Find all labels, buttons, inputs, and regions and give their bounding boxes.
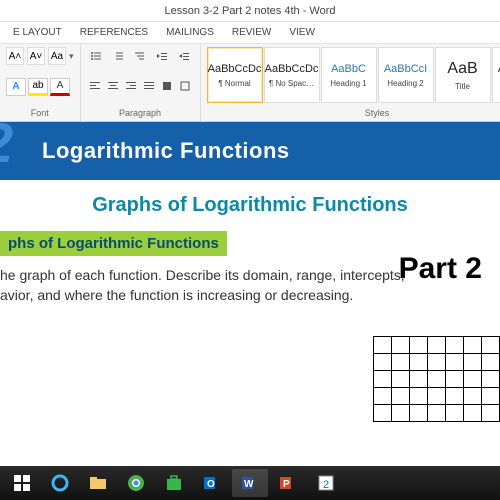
ribbon-group-styles: AaBbCcDc¶ NormalAaBbCcDc¶ No Spac…AaBbCH… [201, 44, 500, 121]
grow-font-button[interactable]: A˄ [6, 47, 24, 65]
paragraph-group-label: Paragraph [87, 108, 194, 118]
text-effects-button[interactable]: A [6, 78, 26, 96]
lesson-banner: 2 Logarithmic Functions [0, 122, 500, 180]
borders-button[interactable] [177, 77, 193, 95]
grid-table [373, 336, 500, 422]
taskbar: O W P 2 [0, 466, 500, 500]
bullets-button[interactable] [87, 47, 107, 65]
banner-title: Logarithmic Functions [42, 138, 290, 164]
styles-gallery: AaBbCcDc¶ NormalAaBbCcDc¶ No Spac…AaBbCH… [207, 47, 500, 103]
subtitle: Graphs of Logarithmic Functions [0, 194, 500, 217]
start-button[interactable] [4, 469, 40, 497]
tab-mailings[interactable]: MAILINGS [157, 27, 223, 38]
ribbon-tabs: E LAYOUT REFERENCES MAILINGS REVIEW VIEW [0, 22, 500, 44]
font-color-button[interactable]: A [50, 78, 70, 96]
style---normal[interactable]: AaBbCcDc¶ Normal [207, 47, 263, 103]
window-title: Lesson 3-2 Part 2 notes 4th - Word [165, 5, 336, 17]
font-row-1: A˄ A˅ Aa ▾ [6, 47, 74, 65]
explorer-button[interactable] [80, 469, 116, 497]
font-row-2: A ab A [6, 78, 74, 96]
multilevel-button[interactable] [130, 47, 150, 65]
ribbon-group-paragraph: Paragraph [81, 44, 201, 121]
svg-text:W: W [244, 479, 254, 490]
align-left-button[interactable] [87, 77, 103, 95]
part-label: Part 2 [399, 252, 482, 286]
highlight-button[interactable]: ab [28, 78, 48, 96]
decrease-indent-button[interactable] [152, 47, 172, 65]
tab-review[interactable]: REVIEW [223, 27, 280, 38]
change-case-button[interactable]: Aa [48, 47, 66, 65]
chapter-number: 2 [0, 122, 13, 175]
style-heading-1[interactable]: AaBbCHeading 1 [321, 47, 377, 103]
para-row-1 [87, 47, 194, 65]
notification-icon[interactable]: 2 [308, 469, 344, 497]
tab-layout[interactable]: E LAYOUT [4, 27, 71, 38]
chrome-button[interactable] [118, 469, 154, 497]
ie-button[interactable] [42, 469, 78, 497]
style---no-spac-[interactable]: AaBbCcDc¶ No Spac… [264, 47, 320, 103]
numbering-button[interactable] [108, 47, 128, 65]
style-subtitl[interactable]: AaBbCcISubtitl [492, 47, 500, 103]
powerpoint-button[interactable]: P [270, 469, 306, 497]
word-button[interactable]: W [232, 469, 268, 497]
font-dropdown-icon[interactable]: ▾ [69, 51, 74, 62]
svg-text:O: O [207, 479, 215, 490]
increase-indent-button[interactable] [174, 47, 194, 65]
align-center-button[interactable] [105, 77, 121, 95]
align-right-button[interactable] [123, 77, 139, 95]
tab-references[interactable]: REFERENCES [71, 27, 157, 38]
document-area[interactable]: 2 Logarithmic Functions Part 2 Graphs of… [0, 122, 500, 466]
font-group-label: Font [6, 108, 74, 118]
para-row-2 [87, 77, 194, 95]
ribbon: A˄ A˅ Aa ▾ A ab A Font Paragraph [0, 44, 500, 122]
ribbon-group-font: A˄ A˅ Aa ▾ A ab A Font [0, 44, 81, 121]
body-line-2: avior, and where the function is increas… [0, 286, 488, 306]
tab-view[interactable]: VIEW [280, 27, 324, 38]
window-titlebar: Lesson 3-2 Part 2 notes 4th - Word [0, 0, 500, 22]
store-button[interactable] [156, 469, 192, 497]
svg-text:2: 2 [323, 479, 329, 491]
outlook-button[interactable]: O [194, 469, 230, 497]
shading-button[interactable] [159, 77, 175, 95]
style-title[interactable]: AaBTitle [435, 47, 491, 103]
section-header: phs of Logarithmic Functions [0, 231, 227, 256]
style-heading-2[interactable]: AaBbCcIHeading 2 [378, 47, 434, 103]
styles-group-label: Styles [207, 108, 500, 118]
svg-text:P: P [283, 479, 290, 490]
graph-grid [373, 336, 500, 422]
justify-button[interactable] [141, 77, 157, 95]
shrink-font-button[interactable]: A˅ [27, 47, 45, 65]
